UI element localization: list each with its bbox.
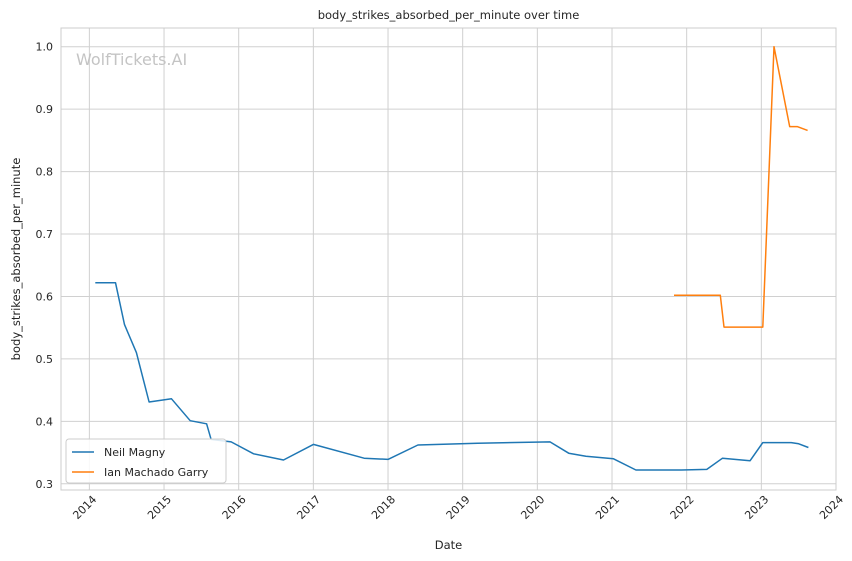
x-tick-label: 2020	[518, 493, 547, 522]
x-tick-label: 2017	[294, 493, 323, 522]
watermark-text: WolfTickets.AI	[76, 50, 187, 69]
legend-box	[65, 438, 227, 484]
x-tick-label: 2021	[593, 493, 622, 522]
series-layer	[95, 45, 809, 471]
y-axis-label: body_strikes_absorbed_per_minute	[9, 158, 23, 361]
y-tick-label: 0.8	[36, 166, 54, 179]
legend-label: Ian Machado Garry	[104, 466, 209, 479]
plot-frame	[60, 27, 837, 491]
y-tick-label: 0.7	[36, 228, 54, 241]
x-tick-label: 2023	[742, 493, 771, 522]
x-tick-label: 2019	[444, 493, 473, 522]
x-tick-label: 2022	[668, 493, 697, 522]
series-line-1	[674, 45, 808, 328]
series-line-0	[95, 281, 809, 471]
chart-title: body_strikes_absorbed_per_minute over ti…	[318, 8, 580, 22]
y-tick-label: 0.3	[36, 478, 54, 491]
y-tick-label: 1.0	[36, 41, 54, 54]
y-tick-label: 0.5	[36, 353, 54, 366]
y-axis-ticks: 0.3 0.4 0.5 0.6 0.7 0.8 0.9 1.0	[36, 41, 54, 491]
x-axis-label: Date	[435, 538, 463, 552]
y-tick-label: 0.6	[36, 290, 54, 303]
legend: Neil Magny Ian Machado Garry	[65, 438, 227, 484]
x-tick-label: 2015	[145, 493, 174, 522]
y-tick-label: 0.4	[36, 415, 54, 428]
x-axis-ticks: 2014 2015 2016 2017 2018 2019 2020 2021 2022 2023…	[70, 493, 846, 522]
grid-layer	[61, 28, 837, 490]
x-tick-label: 2018	[369, 493, 398, 522]
legend-label: Neil Magny	[104, 446, 166, 459]
x-tick-label: 2014	[70, 493, 99, 522]
y-tick-label: 0.9	[36, 103, 54, 116]
x-tick-label: 2024	[817, 493, 846, 522]
x-tick-label: 2016	[220, 493, 249, 522]
